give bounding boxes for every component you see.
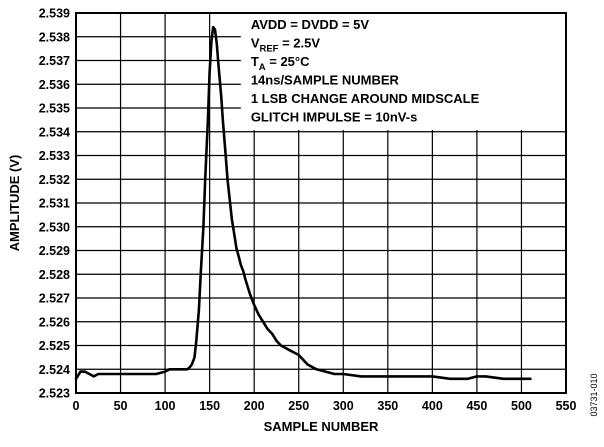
- glitch-waveform-line: [74, 25, 532, 381]
- annotation-line: 1 LSB CHANGE AROUND MIDSCALE: [251, 91, 480, 106]
- x-tick-label: 50: [114, 399, 128, 413]
- x-tick-label: 300: [333, 399, 354, 413]
- y-tick-label: 2.523: [39, 387, 70, 401]
- y-tick-label: 2.525: [39, 339, 70, 353]
- series-layer: [74, 25, 532, 381]
- annotation-line: GLITCH IMPULSE = 10nV-s: [251, 110, 418, 125]
- x-tick-label: 550: [556, 399, 577, 413]
- figure-id-label: 03731-010: [589, 373, 599, 416]
- y-tick-label: 2.534: [39, 125, 70, 139]
- plot-frame: [75, 12, 567, 394]
- x-tick-label: 200: [244, 399, 265, 413]
- annotation-line: 14ns/SAMPLE NUMBER: [251, 73, 400, 88]
- x-tick-label: 500: [511, 399, 532, 413]
- x-tick-label: 350: [377, 399, 398, 413]
- x-tick-label: 450: [466, 399, 487, 413]
- annotation-background: [240, 14, 565, 130]
- y-tick-label: 2.528: [39, 268, 70, 282]
- annotation-line: AVDD = DVDD = 5V: [251, 17, 370, 32]
- x-tick-label: 400: [422, 399, 443, 413]
- y-tick-label: 2.530: [39, 220, 70, 234]
- x-tick-label: 250: [288, 399, 309, 413]
- x-axis-title: SAMPLE NUMBER: [264, 419, 379, 434]
- y-tick-label: 2.524: [39, 363, 70, 377]
- y-tick-label: 2.536: [39, 78, 70, 92]
- y-tick-label: 2.533: [39, 149, 70, 163]
- y-tick-label: 2.539: [39, 7, 70, 21]
- x-tick-label: 150: [199, 399, 220, 413]
- y-tick-label: 2.532: [39, 173, 70, 187]
- annotation-line: TA = 25°C: [251, 54, 310, 73]
- y-tick-label: 2.529: [39, 244, 70, 258]
- y-tick-label: 2.526: [39, 315, 70, 329]
- y-tick-label: 2.537: [39, 54, 70, 68]
- y-tick-label: 2.538: [39, 30, 70, 44]
- y-tick-labels: 2.523 2.524 2.525 2.526 2.527 2.528 2.529 2.530…: [39, 7, 70, 401]
- y-tick-label: 2.531: [39, 197, 70, 211]
- plot-border: [75, 12, 567, 394]
- annotation-line: VREF = 2.5V: [251, 36, 321, 55]
- x-tick-label: 0: [73, 399, 80, 413]
- y-tick-label: 2.535: [39, 102, 70, 116]
- y-tick-label: 2.527: [39, 292, 70, 306]
- x-tick-label: 100: [155, 399, 176, 413]
- y-axis-title: AMPLITUDE (V): [7, 155, 22, 252]
- x-tick-labels: 0 50 100 150 200 250 300 350 400 450 500 550: [73, 399, 577, 413]
